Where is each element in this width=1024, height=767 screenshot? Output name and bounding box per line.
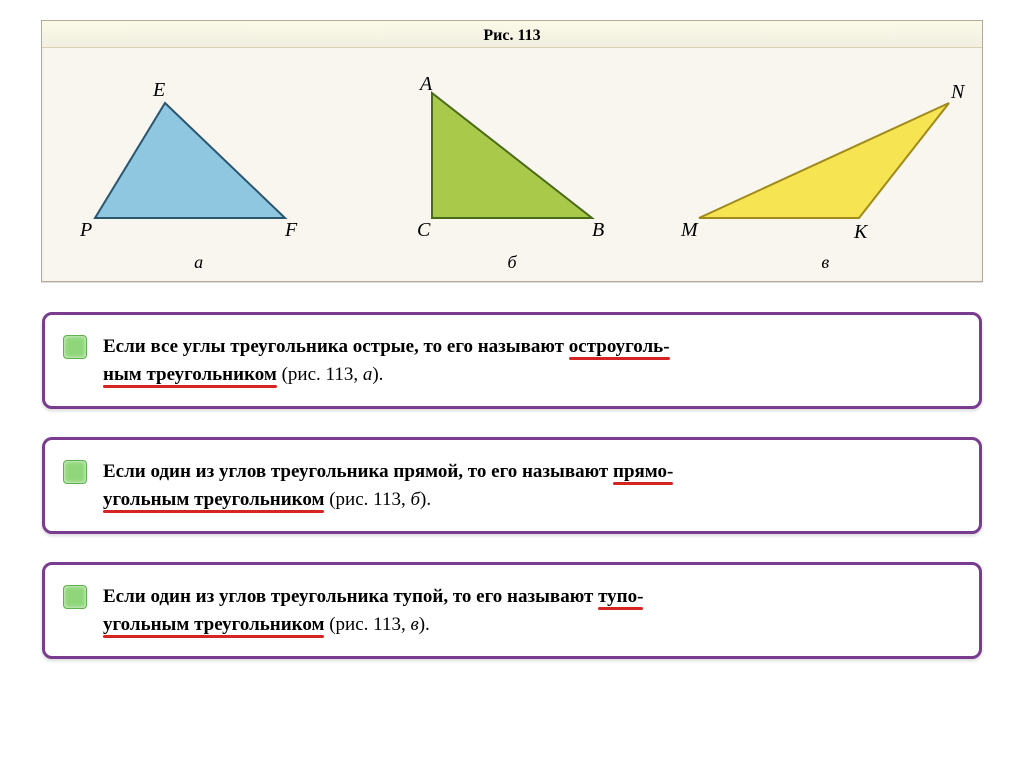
bullet-icon xyxy=(63,460,87,484)
vertex-label-C: C xyxy=(417,219,431,241)
triangle-acute-svg: P F E xyxy=(55,68,355,248)
def-ref: (рис. 113, xyxy=(324,489,410,510)
definition-text: Если один из углов треугольника тупой, т… xyxy=(103,583,957,638)
vertex-label-P: P xyxy=(79,219,92,241)
subcaption-b: б xyxy=(362,252,662,281)
def-term2: угольным треугольником xyxy=(103,489,324,510)
triangle-row: P F E C B A M К N xyxy=(42,48,982,252)
def-ref-close: ). xyxy=(420,489,431,510)
def-term2: угольным треугольником xyxy=(103,614,324,635)
def-lead: Если все углы треугольника острые, то ег… xyxy=(103,336,569,357)
def-ref-close: ). xyxy=(372,364,383,385)
def-ref-letter: в xyxy=(410,614,418,635)
vertex-label-F: F xyxy=(284,219,298,241)
vertex-label-M: M xyxy=(680,219,699,241)
vertex-label-A: A xyxy=(418,73,433,95)
triangle-obtuse: M К N xyxy=(669,68,969,248)
definition-acute: Если все углы треугольника острые, то ег… xyxy=(42,312,982,409)
bullet-icon xyxy=(63,335,87,359)
def-ref-close: ). xyxy=(419,614,430,635)
def-ref: (рис. 113, xyxy=(277,364,363,385)
def-lead: Если один из углов треугольника тупой, т… xyxy=(103,586,598,607)
def-term1: тупо- xyxy=(598,586,643,607)
bullet-icon xyxy=(63,585,87,609)
triangle-obtuse-shape xyxy=(699,103,949,218)
def-term1: прямо- xyxy=(613,461,673,482)
triangle-obtuse-svg: M К N xyxy=(669,68,969,248)
def-lead: Если один из углов треугольника прямой, … xyxy=(103,461,613,482)
def-ref-letter: б xyxy=(410,489,420,510)
subcaption-row: а б в xyxy=(42,252,982,281)
definition-obtuse: Если один из углов треугольника тупой, т… xyxy=(42,562,982,659)
def-term1: остроуголь- xyxy=(569,336,670,357)
def-ref-letter: а xyxy=(363,364,373,385)
triangle-acute: P F E xyxy=(55,68,355,248)
definition-text: Если один из углов треугольника прямой, … xyxy=(103,458,957,513)
triangle-right: C B A xyxy=(362,68,662,248)
definition-text: Если все углы треугольника острые, то ег… xyxy=(103,333,957,388)
def-ref: (рис. 113, xyxy=(324,614,410,635)
vertex-label-N: N xyxy=(950,81,966,103)
triangle-right-svg: C B A xyxy=(362,68,662,248)
figure-title: Рис. 113 xyxy=(42,21,982,48)
triangle-acute-shape xyxy=(95,103,285,218)
figure-frame: Рис. 113 P F E C B A M К N xyxy=(41,20,983,282)
triangle-right-shape xyxy=(432,93,592,218)
definition-right: Если один из углов треугольника прямой, … xyxy=(42,437,982,534)
vertex-label-B: B xyxy=(592,219,604,241)
vertex-label-E: E xyxy=(152,79,165,101)
vertex-label-K: К xyxy=(853,221,869,243)
subcaption-a: а xyxy=(49,252,349,281)
def-term2: ным треугольником xyxy=(103,364,277,385)
subcaption-v: в xyxy=(675,252,975,281)
